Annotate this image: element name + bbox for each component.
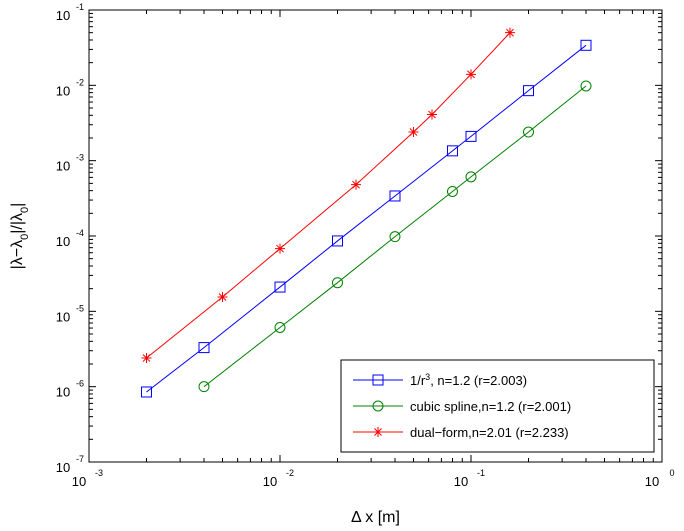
legend-label: cubic spline,n=1.2 (r=2.001) <box>410 399 571 414</box>
data-point-star <box>141 353 151 363</box>
y-tick-exponent: -1 <box>76 2 84 12</box>
data-point-star <box>373 427 383 437</box>
data-point-star <box>427 110 437 120</box>
data-point-star <box>218 292 228 302</box>
y-tick-exponent: -5 <box>76 303 84 313</box>
legend-label: dual−form,n=2.01 (r=2.233) <box>410 425 569 440</box>
x-axis-label: Δ x [m] <box>351 509 400 526</box>
y-tick-exponent: -2 <box>76 77 84 87</box>
legend-label-rest: , n=1.2 (r=2.003) <box>430 373 527 388</box>
y-tick-exponent: -3 <box>76 153 84 163</box>
x-tick-exponent: -3 <box>95 468 103 478</box>
y-label-end: | <box>9 203 26 207</box>
x-tick-exponent: -2 <box>286 468 294 478</box>
data-point-star <box>275 244 285 254</box>
x-tick-exponent: 0 <box>669 468 674 478</box>
data-point-star <box>409 127 419 137</box>
y-tick-exponent: -6 <box>76 379 84 389</box>
legend: 1/r3, n=1.2 (r=2.003)cubic spline,n=1.2 … <box>341 360 654 452</box>
data-point-star <box>351 180 361 190</box>
x-tick-exponent: -1 <box>477 468 485 478</box>
y-tick-exponent: -7 <box>76 454 84 464</box>
y-tick-exponent: -4 <box>76 228 84 238</box>
y-label-mid: |/|λ <box>9 213 26 234</box>
data-point-star <box>466 69 476 79</box>
data-point-star <box>505 28 515 38</box>
